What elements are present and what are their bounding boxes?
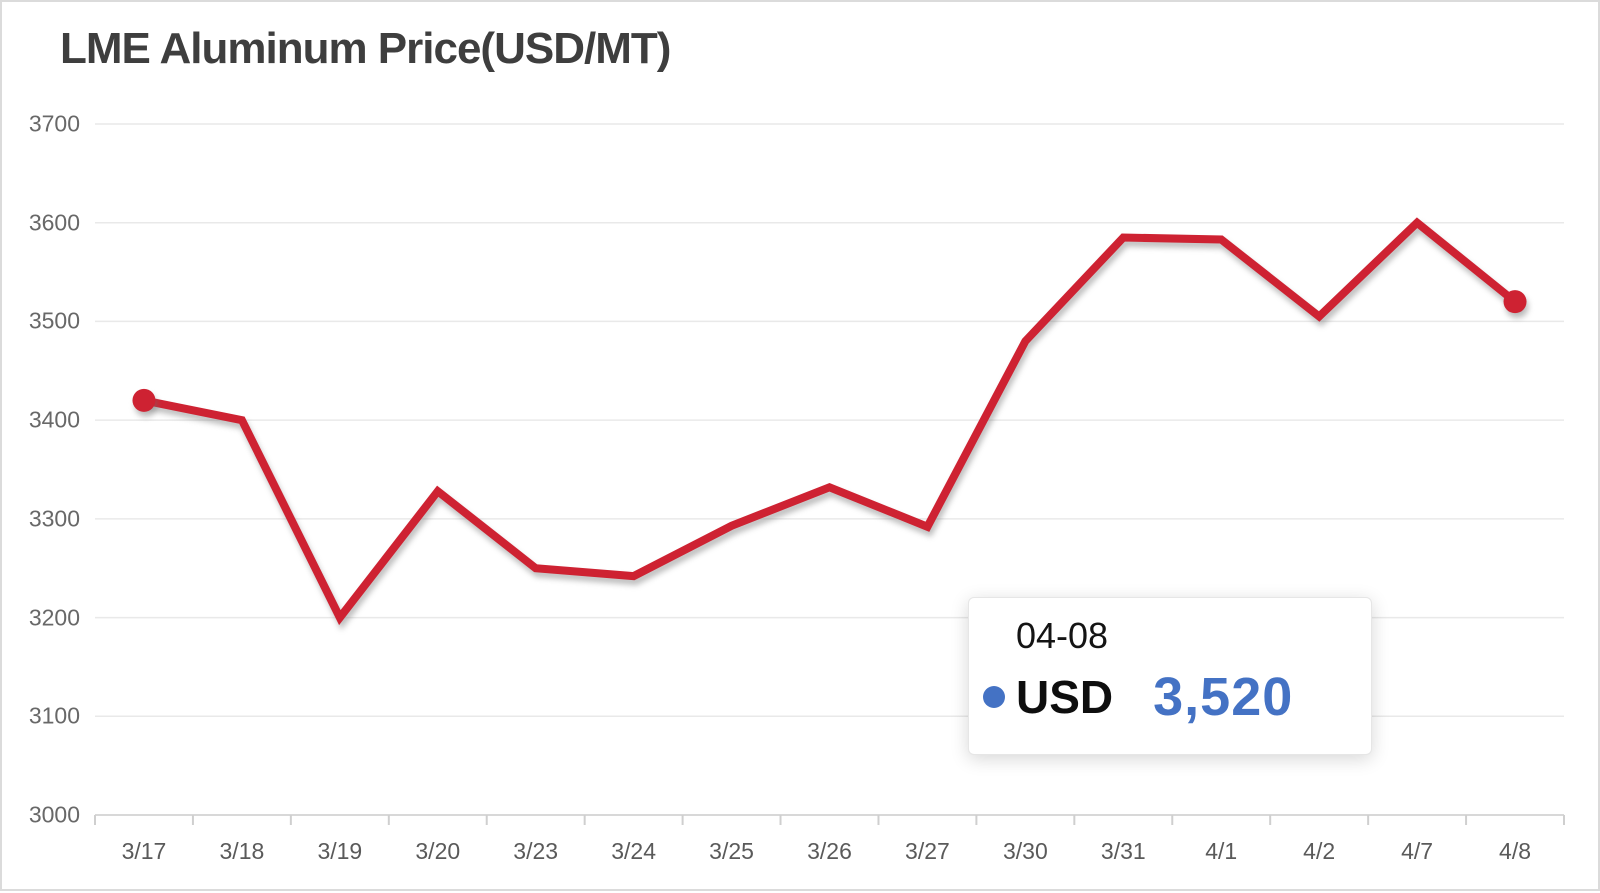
x-axis-label: 3/24 [611, 838, 657, 864]
tooltip-series-row: USD 3,520 [983, 670, 1371, 724]
x-axis-label: 3/27 [905, 838, 950, 864]
x-axis-label: 4/1 [1205, 838, 1238, 864]
y-axis-label: 3600 [28, 209, 80, 236]
y-axis-label: 3100 [28, 702, 80, 729]
x-axis-label: 4/8 [1499, 838, 1532, 864]
x-axis-label: 3/23 [513, 838, 559, 864]
x-axis-label: 4/7 [1401, 838, 1434, 864]
data-point-marker[interactable] [132, 388, 156, 412]
x-axis-label: 3/30 [1002, 838, 1048, 864]
x-axis-label: 3/20 [415, 838, 461, 864]
tooltip-date: 04-08 [1016, 615, 1109, 656]
y-axis-label: 3700 [28, 110, 80, 137]
x-axis-label: 3/26 [807, 838, 852, 864]
y-axis-label: 3300 [28, 505, 80, 532]
x-axis-label: 3/18 [219, 838, 265, 864]
y-axis-label: 3200 [28, 604, 80, 631]
x-axis-label: 3/25 [709, 838, 754, 864]
tooltip-series-label: USD [1016, 670, 1114, 723]
tooltip-value: 3,520 [1153, 666, 1294, 727]
tooltip: 04-08 USD 3,520 [968, 597, 1372, 755]
series-marker-dot [983, 685, 1005, 708]
x-axis-label: 4/2 [1303, 838, 1336, 864]
chart-title: LME Aluminum Price(USD/MT) [60, 24, 671, 73]
y-axis-label: 3500 [28, 307, 80, 334]
data-point-marker[interactable] [1503, 290, 1527, 314]
x-axis-label: 3/31 [1100, 838, 1146, 864]
x-axis-label: 3/19 [317, 838, 363, 864]
x-axis-label: 3/17 [121, 838, 167, 864]
price-line[interactable] [139, 217, 1520, 626]
y-axis-label: 3400 [28, 406, 80, 433]
y-axis-label: 3000 [28, 801, 80, 828]
